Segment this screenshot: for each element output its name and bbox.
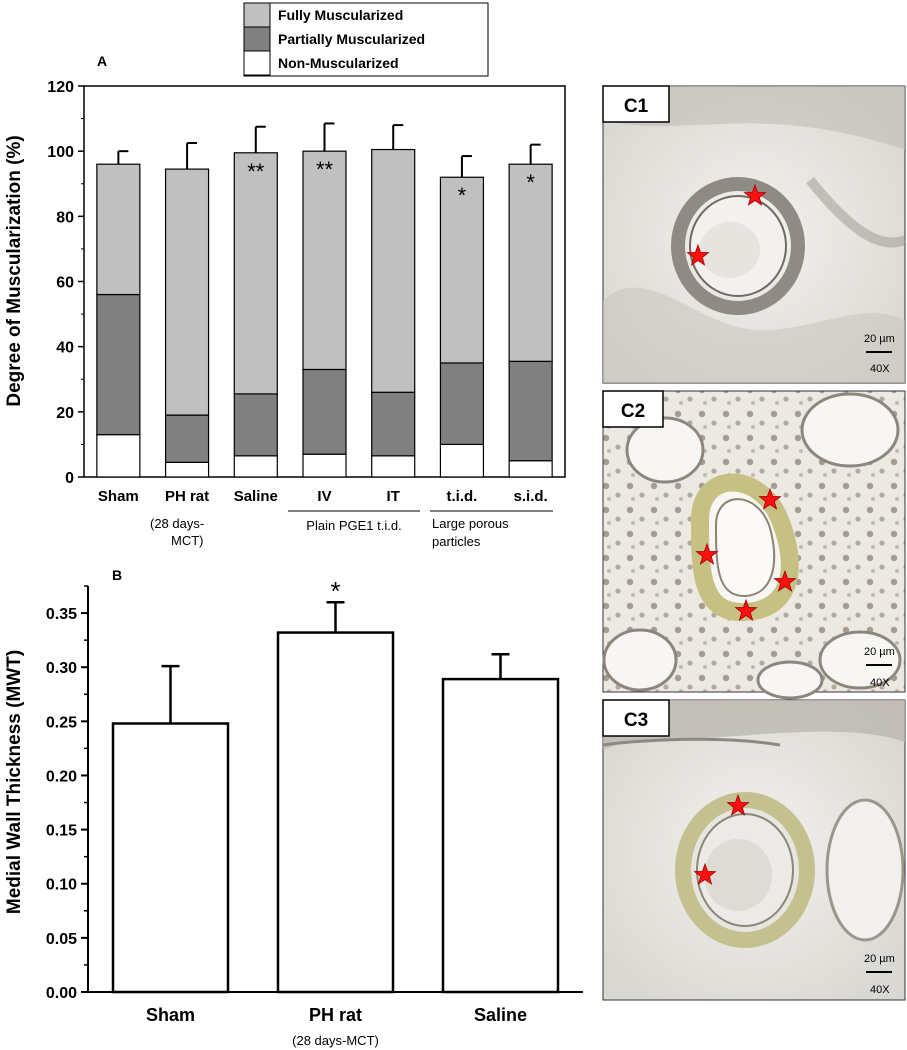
bar-segment bbox=[96, 434, 141, 478]
large-group-label-1: Large porous bbox=[432, 516, 509, 531]
bar-segment bbox=[439, 443, 485, 478]
bar-segment bbox=[96, 293, 141, 436]
bar-segment bbox=[302, 453, 347, 478]
bar-segment bbox=[371, 148, 416, 393]
star-marker bbox=[743, 183, 767, 206]
bar-segment bbox=[302, 368, 347, 455]
legend: Fully Muscularized Partially Muscularize… bbox=[243, 2, 489, 77]
legend-swatch-non bbox=[243, 50, 271, 76]
histology-c2-scale: 20 µm bbox=[864, 646, 895, 658]
ph-group-label-1: (28 days- bbox=[150, 516, 204, 531]
histology-c1-scale: 20 µm bbox=[864, 333, 895, 345]
bar bbox=[111, 722, 230, 994]
histology-c1: C1 20 µm 40X bbox=[602, 85, 907, 384]
x-tick-label: IT bbox=[387, 488, 400, 505]
legend-label-fully: Fully Muscularized bbox=[278, 7, 403, 23]
histology-c3: C3 20 µm 40X bbox=[602, 699, 906, 1001]
panel-b-label: B bbox=[112, 567, 122, 583]
histology-c3-scale: 20 µm bbox=[864, 953, 895, 965]
significance-marker: ** bbox=[316, 157, 334, 182]
star-marker bbox=[758, 487, 782, 510]
histology-c1-label: C1 bbox=[624, 96, 649, 117]
histology-c2-mag: 40X bbox=[870, 677, 890, 689]
y-tick-label: 100 bbox=[47, 144, 74, 161]
star-marker bbox=[695, 542, 719, 565]
histology-c2: C2 20 µm 40X bbox=[602, 390, 906, 700]
y-tick-label: 120 bbox=[47, 79, 74, 96]
bar-segment bbox=[371, 455, 416, 478]
x-tick-label: PH rat bbox=[165, 488, 209, 505]
y-tick-label: 0.00 bbox=[46, 985, 77, 1002]
x-tick-label: t.i.d. bbox=[447, 488, 478, 505]
bar bbox=[441, 677, 560, 994]
legend-label-partially: Partially Muscularized bbox=[278, 31, 425, 47]
bar-segment bbox=[508, 460, 553, 478]
bar-segment bbox=[233, 393, 278, 457]
y-tick-label: 0.05 bbox=[46, 931, 77, 948]
histology-c2-label: C2 bbox=[621, 401, 645, 422]
bar-segment bbox=[371, 391, 416, 457]
panel-a-chart: A Fully Muscularized Partially Musculari… bbox=[4, 2, 566, 549]
histology-c3-label: C3 bbox=[624, 710, 648, 731]
bar-segment bbox=[164, 414, 210, 463]
bar-segment bbox=[302, 150, 347, 371]
y-tick-label: 40 bbox=[56, 340, 74, 357]
bar-segment bbox=[164, 168, 210, 416]
significance-marker: * bbox=[330, 576, 340, 606]
histology-c3-mag: 40X bbox=[870, 984, 890, 996]
x-tick-label: Saline bbox=[234, 488, 278, 505]
x-tick-sublabel: (28 days-MCT) bbox=[292, 1033, 379, 1048]
bars-b: Sham * PH rat (28 days-MCT) Saline bbox=[111, 576, 560, 1048]
y-tick-label: 0.20 bbox=[46, 768, 77, 785]
x-tick-label: Sham bbox=[98, 488, 139, 505]
panel-b-chart: B Medial Wall Thickness (MWT) 0.00 0.05 0.… bbox=[4, 567, 583, 1048]
legend-label-non: Non-Muscularized bbox=[278, 55, 399, 71]
bar bbox=[276, 631, 395, 994]
x-tick-label: Sham bbox=[146, 1005, 195, 1025]
panel-a-label: A bbox=[97, 53, 107, 69]
x-tick-label: IV bbox=[317, 488, 331, 505]
y-tick-label: 80 bbox=[56, 209, 74, 226]
bar-segment bbox=[233, 152, 278, 395]
star-marker bbox=[773, 569, 797, 592]
bar-segment bbox=[508, 360, 553, 462]
star-marker bbox=[693, 862, 717, 885]
legend-swatch-partially bbox=[243, 26, 271, 52]
bar-segment bbox=[508, 163, 553, 362]
ph-group-label-2: MCT) bbox=[171, 533, 204, 548]
bar-segment bbox=[164, 461, 210, 478]
x-tick-label: Saline bbox=[474, 1005, 527, 1025]
significance-marker: * bbox=[526, 170, 535, 195]
x-tick-label: s.i.d. bbox=[514, 488, 548, 505]
bar-segment bbox=[439, 176, 485, 364]
y-tick-label: 0.15 bbox=[46, 823, 77, 840]
star-marker bbox=[686, 243, 710, 266]
bar-stacks: Sham PH rat ** Saline ** IV IT * t.i.d. * s.i.d. bbox=[96, 122, 553, 505]
large-group-label-2: particles bbox=[432, 534, 481, 549]
y-axis-title: Degree of Muscularization (%) bbox=[4, 135, 25, 406]
significance-marker: ** bbox=[247, 159, 265, 184]
star-marker bbox=[734, 598, 758, 621]
y-axis-title-b: Medial Wall Thickness (MWT) bbox=[4, 650, 25, 914]
legend-swatch-fully bbox=[243, 2, 271, 28]
y-tick-label: 0.35 bbox=[46, 606, 77, 623]
significance-marker: * bbox=[458, 183, 467, 208]
bar-segment bbox=[233, 455, 278, 478]
y-tick-label: 20 bbox=[56, 405, 74, 422]
y-tick-label: 0.10 bbox=[46, 877, 77, 894]
y-tick-label: 0 bbox=[65, 470, 74, 487]
star-marker bbox=[726, 793, 750, 816]
histology-panels: C1 20 µm 40X C2 20 µm 40X bbox=[602, 85, 907, 1001]
histology-c1-mag: 40X bbox=[870, 363, 890, 375]
bar-segment bbox=[439, 362, 485, 446]
plain-group-label: Plain PGE1 t.i.d. bbox=[306, 518, 401, 533]
y-tick-label: 60 bbox=[56, 275, 74, 292]
bar-segment bbox=[96, 163, 141, 296]
y-tick-label: 0.30 bbox=[46, 660, 77, 677]
x-tick-label: PH rat bbox=[309, 1005, 362, 1025]
y-tick-label: 0.25 bbox=[46, 714, 77, 731]
